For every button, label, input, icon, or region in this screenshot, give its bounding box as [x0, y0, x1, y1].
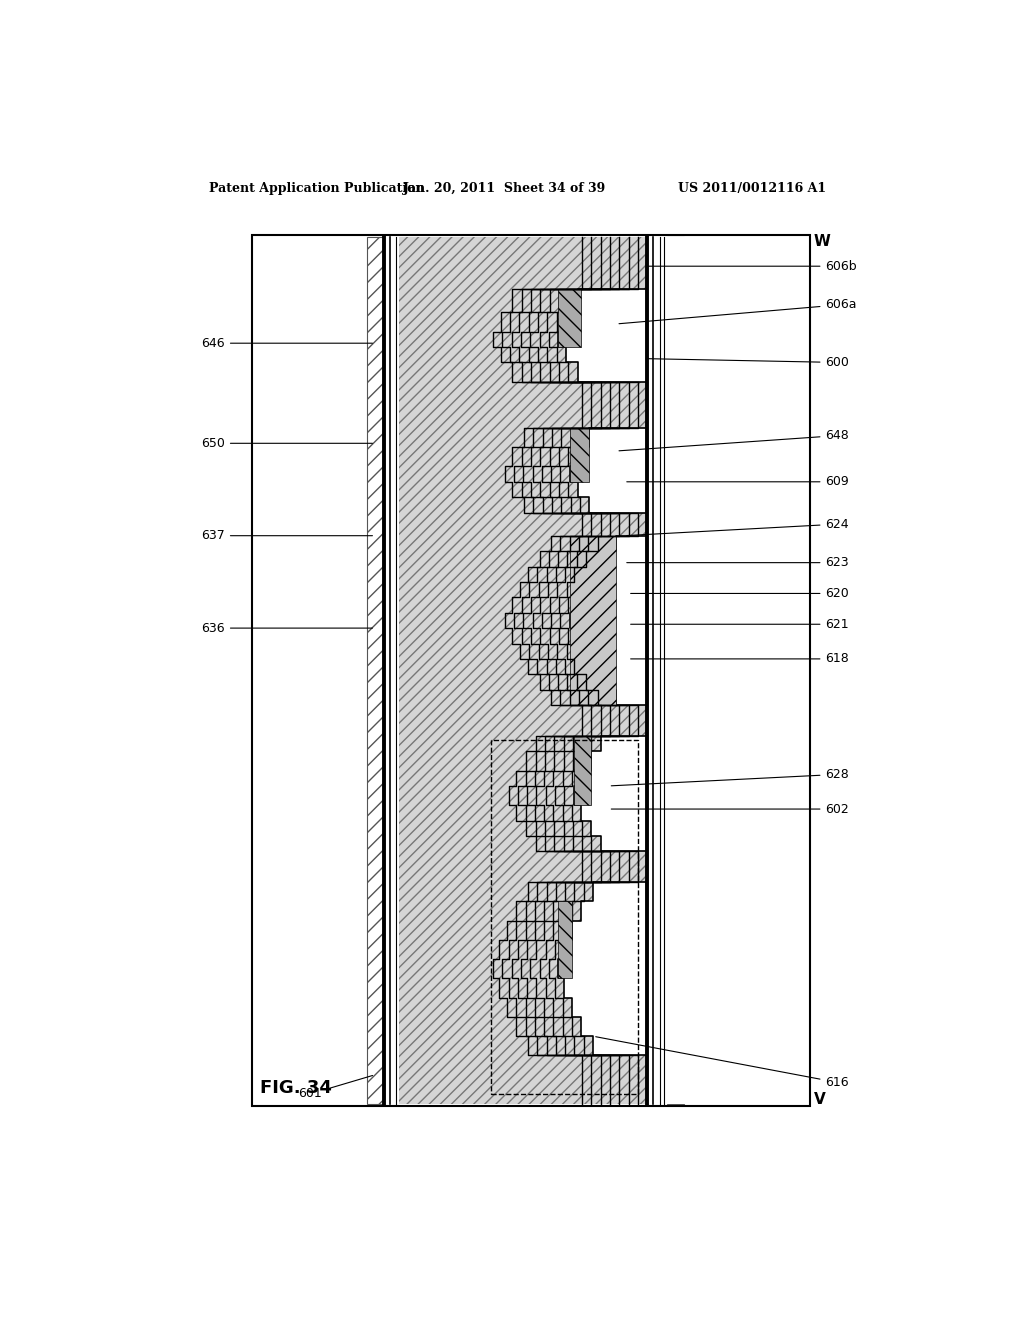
Text: 624: 624 — [627, 517, 849, 536]
Text: W: W — [814, 234, 830, 249]
Text: 601: 601 — [299, 1076, 373, 1101]
Bar — [558, 902, 572, 978]
Text: Patent Application Publication: Patent Application Publication — [209, 182, 425, 194]
Text: 650: 650 — [201, 437, 373, 450]
Bar — [569, 428, 589, 482]
Text: 648: 648 — [620, 429, 849, 451]
Text: 609: 609 — [627, 475, 849, 488]
Text: 602: 602 — [611, 803, 849, 816]
Text: 628: 628 — [611, 768, 849, 785]
Text: FIG. 34: FIG. 34 — [260, 1078, 332, 1097]
Bar — [667, 238, 684, 1104]
Text: 600: 600 — [646, 356, 849, 370]
Text: 618: 618 — [631, 652, 849, 665]
Text: 606b: 606b — [646, 260, 857, 273]
Text: 623: 623 — [627, 556, 849, 569]
Text: 616: 616 — [596, 1036, 849, 1089]
Text: 636: 636 — [202, 622, 373, 635]
Text: 637: 637 — [201, 529, 373, 543]
Bar — [573, 737, 592, 805]
Text: 606a: 606a — [620, 298, 857, 323]
Bar — [399, 238, 647, 1104]
Bar — [367, 238, 384, 1104]
Polygon shape — [558, 238, 809, 1104]
Bar — [252, 235, 810, 1106]
Bar — [490, 739, 638, 1094]
Bar — [254, 238, 367, 1104]
Bar — [569, 536, 616, 705]
Text: 621: 621 — [631, 618, 849, 631]
Text: 646: 646 — [202, 337, 373, 350]
Text: US 2011/0012116 A1: US 2011/0012116 A1 — [678, 182, 826, 194]
Bar — [558, 289, 582, 347]
Text: Jan. 20, 2011  Sheet 34 of 39: Jan. 20, 2011 Sheet 34 of 39 — [403, 182, 606, 194]
Bar — [684, 238, 809, 1104]
Text: 620: 620 — [631, 587, 849, 601]
Text: V: V — [814, 1092, 825, 1107]
